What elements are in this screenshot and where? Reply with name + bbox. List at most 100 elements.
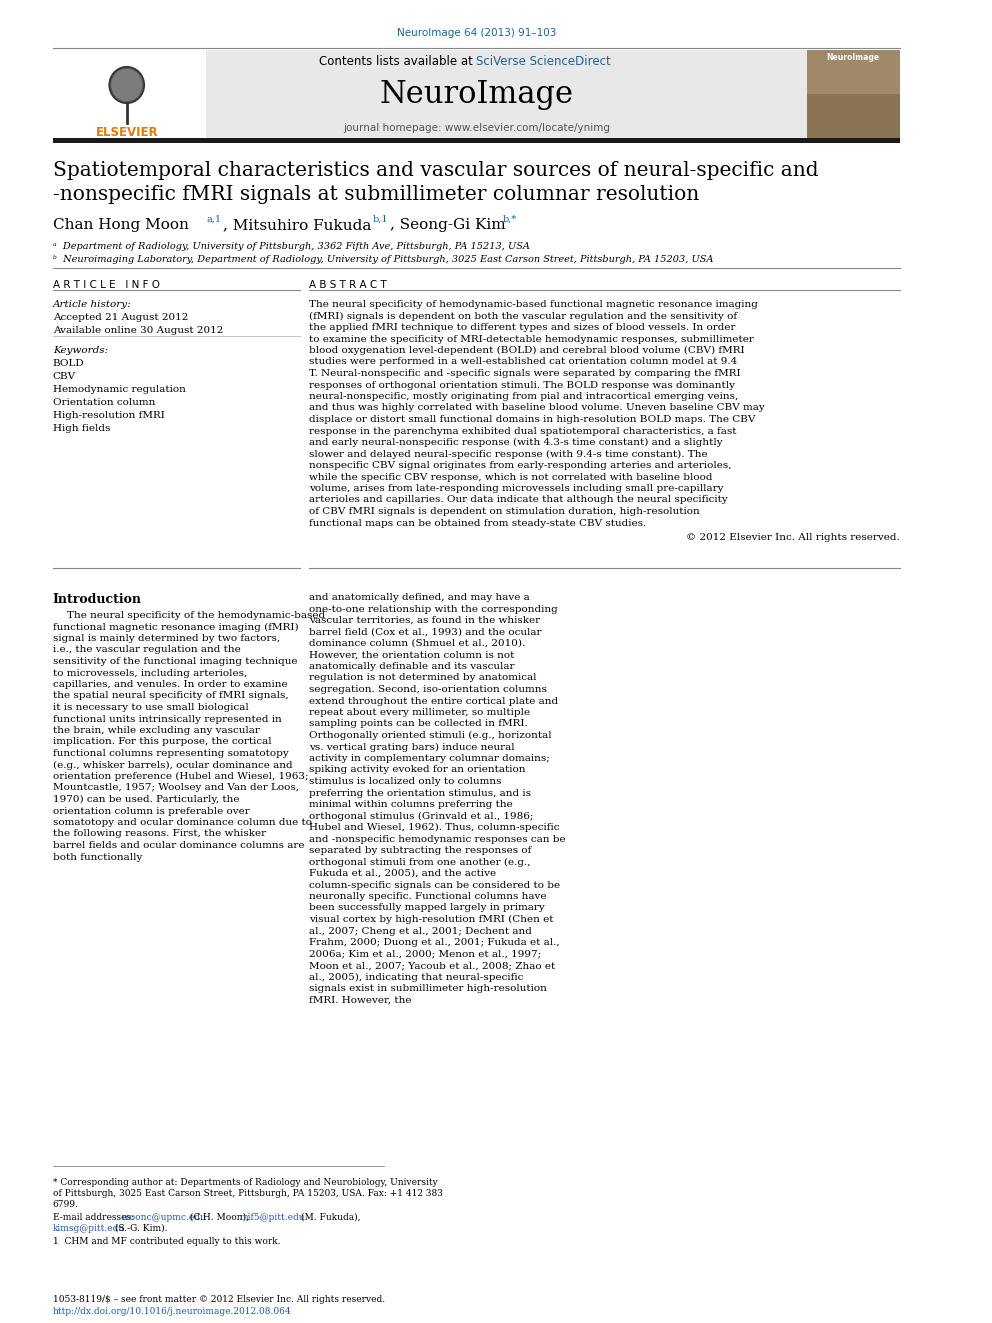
Text: orientation column is preferable over: orientation column is preferable over: [53, 807, 250, 815]
Text: responses of orthogonal orientation stimuli. The BOLD response was dominantly: responses of orthogonal orientation stim…: [310, 381, 735, 389]
Text: signal is mainly determined by two factors,: signal is mainly determined by two facto…: [53, 634, 280, 643]
Text: it is necessary to use small biological: it is necessary to use small biological: [53, 703, 249, 712]
Text: and early neural-nonspecific response (with 4.3-s time constant) and a slightly: and early neural-nonspecific response (w…: [310, 438, 723, 447]
Text: ᵃ  Department of Radiology, University of Pittsburgh, 3362 Fifth Ave, Pittsburgh: ᵃ Department of Radiology, University of…: [53, 242, 530, 251]
Text: (e.g., whisker barrels), ocular dominance and: (e.g., whisker barrels), ocular dominanc…: [53, 761, 293, 770]
Text: functional columns representing somatotopy: functional columns representing somatoto…: [53, 749, 289, 758]
Text: segregation. Second, iso-orientation columns: segregation. Second, iso-orientation col…: [310, 685, 547, 695]
Text: The neural specificity of hemodynamic-based functional magnetic resonance imagin: The neural specificity of hemodynamic-ba…: [310, 300, 758, 310]
Text: Accepted 21 August 2012: Accepted 21 August 2012: [53, 314, 188, 321]
Bar: [53, 138, 900, 143]
Text: -nonspecific fMRI signals at submillimeter columnar resolution: -nonspecific fMRI signals at submillimet…: [53, 185, 699, 204]
Text: blood oxygenation level-dependent (BOLD) and cerebral blood volume (CBV) fMRI: blood oxygenation level-dependent (BOLD)…: [310, 347, 745, 355]
Text: Article history:: Article history:: [53, 300, 131, 310]
Text: volume, arises from late-responding microvessels including small pre-capillary: volume, arises from late-responding micr…: [310, 484, 724, 493]
Text: of CBV fMRI signals is dependent on stimulation duration, high-resolution: of CBV fMRI signals is dependent on stim…: [310, 507, 700, 516]
Text: of Pittsburgh, 3025 East Carson Street, Pittsburgh, PA 15203, USA. Fax: +1 412 3: of Pittsburgh, 3025 East Carson Street, …: [53, 1189, 442, 1199]
Text: neural-nonspecific, mostly originating from pial and intracortical emerging vein: neural-nonspecific, mostly originating f…: [310, 392, 738, 401]
Text: NeuroImage: NeuroImage: [379, 79, 573, 110]
Text: Contents lists available at: Contents lists available at: [318, 56, 476, 67]
Text: somatotopy and ocular dominance column due to: somatotopy and ocular dominance column d…: [53, 818, 311, 827]
Text: fMRI. However, the: fMRI. However, the: [310, 995, 412, 1004]
Text: i.e., the vascular regulation and the: i.e., the vascular regulation and the: [53, 646, 241, 655]
Text: functional maps can be obtained from steady-state CBV studies.: functional maps can be obtained from ste…: [310, 519, 647, 528]
Text: extend throughout the entire cortical plate and: extend throughout the entire cortical pl…: [310, 696, 558, 705]
Text: Keywords:: Keywords:: [53, 347, 108, 355]
Text: The neural specificity of the hemodynamic-based: The neural specificity of the hemodynami…: [67, 611, 325, 620]
Text: nonspecific CBV signal originates from early-responding arteries and arterioles,: nonspecific CBV signal originates from e…: [310, 460, 732, 470]
Text: the following reasons. First, the whisker: the following reasons. First, the whiske…: [53, 830, 266, 839]
Text: E-mail addresses:: E-mail addresses:: [53, 1213, 137, 1222]
Text: Orthogonally oriented stimuli (e.g., horizontal: Orthogonally oriented stimuli (e.g., hor…: [310, 732, 552, 740]
Text: to microvessels, including arterioles,: to microvessels, including arterioles,: [53, 668, 247, 677]
Text: High-resolution fMRI: High-resolution fMRI: [53, 411, 165, 419]
Text: and thus was highly correlated with baseline blood volume. Uneven baseline CBV m: and thus was highly correlated with base…: [310, 404, 765, 413]
Text: barrel field (Cox et al., 1993) and the ocular: barrel field (Cox et al., 1993) and the …: [310, 627, 542, 636]
Text: b,*: b,*: [503, 216, 518, 224]
Text: spiking activity evoked for an orientation: spiking activity evoked for an orientati…: [310, 766, 526, 774]
Text: arterioles and capillaries. Our data indicate that although the neural specifici: arterioles and capillaries. Our data ind…: [310, 496, 728, 504]
Text: Hemodynamic regulation: Hemodynamic regulation: [53, 385, 186, 394]
Text: been successfully mapped largely in primary: been successfully mapped largely in prim…: [310, 904, 545, 913]
Text: Fukuda et al., 2005), and the active: Fukuda et al., 2005), and the active: [310, 869, 496, 878]
Text: High fields: High fields: [53, 423, 110, 433]
Text: 1970) can be used. Particularly, the: 1970) can be used. Particularly, the: [53, 795, 239, 804]
Text: al., 2007; Cheng et al., 2001; Dechent and: al., 2007; Cheng et al., 2001; Dechent a…: [310, 926, 532, 935]
Text: both functionally: both functionally: [53, 852, 142, 861]
Text: displace or distort small functional domains in high-resolution BOLD maps. The C: displace or distort small functional dom…: [310, 415, 756, 423]
Text: © 2012 Elsevier Inc. All rights reserved.: © 2012 Elsevier Inc. All rights reserved…: [686, 533, 900, 542]
Text: a,1: a,1: [206, 216, 221, 224]
Text: vs. vertical grating bars) induce neural: vs. vertical grating bars) induce neural: [310, 742, 515, 751]
Text: Chan Hong Moon: Chan Hong Moon: [53, 218, 193, 232]
Text: However, the orientation column is not: However, the orientation column is not: [310, 651, 515, 659]
Text: Introduction: Introduction: [53, 593, 142, 606]
Text: ELSEVIER: ELSEVIER: [95, 126, 158, 139]
Text: T. Neural-nonspecific and -specific signals were separated by comparing the fMRI: T. Neural-nonspecific and -specific sign…: [310, 369, 741, 378]
Text: studies were performed in a well-established cat orientation column model at 9.4: studies were performed in a well-establi…: [310, 357, 737, 366]
Text: anatomically definable and its vascular: anatomically definable and its vascular: [310, 662, 515, 671]
Text: preferring the orientation stimulus, and is: preferring the orientation stimulus, and…: [310, 789, 531, 798]
Text: regulation is not determined by anatomical: regulation is not determined by anatomic…: [310, 673, 537, 683]
Text: response in the parenchyma exhibited dual spatiotemporal characteristics, a fast: response in the parenchyma exhibited dua…: [310, 426, 737, 435]
Text: Mountcastle, 1957; Woolsey and Van der Loos,: Mountcastle, 1957; Woolsey and Van der L…: [53, 783, 299, 792]
Text: , Mitsuhiro Fukuda: , Mitsuhiro Fukuda: [223, 218, 376, 232]
Text: (fMRI) signals is dependent on both the vascular regulation and the sensitivity : (fMRI) signals is dependent on both the …: [310, 311, 737, 320]
Bar: [53, 50, 900, 138]
Text: functional units intrinsically represented in: functional units intrinsically represent…: [53, 714, 282, 724]
Text: SciVerse ScienceDirect: SciVerse ScienceDirect: [476, 56, 611, 67]
Text: Frahm, 2000; Duong et al., 2001; Fukuda et al.,: Frahm, 2000; Duong et al., 2001; Fukuda …: [310, 938, 559, 947]
Text: Spatiotemporal characteristics and vascular sources of neural-specific and: Spatiotemporal characteristics and vascu…: [53, 161, 818, 180]
Text: b,1: b,1: [373, 216, 388, 224]
Text: journal homepage: www.elsevier.com/locate/ynimg: journal homepage: www.elsevier.com/locat…: [343, 123, 610, 134]
Text: capillaries, and venules. In order to examine: capillaries, and venules. In order to ex…: [53, 680, 288, 689]
Text: and anatomically defined, and may have a: and anatomically defined, and may have a: [310, 593, 530, 602]
Text: signals exist in submillimeter high-resolution: signals exist in submillimeter high-reso…: [310, 984, 547, 994]
Text: orthogonal stimulus (Grinvald et al., 1986;: orthogonal stimulus (Grinvald et al., 19…: [310, 811, 534, 820]
Text: stimulus is localized only to columns: stimulus is localized only to columns: [310, 777, 502, 786]
Text: functional magnetic resonance imaging (fMRI): functional magnetic resonance imaging (f…: [53, 623, 299, 631]
Text: Available online 30 August 2012: Available online 30 August 2012: [53, 325, 223, 335]
Text: the applied fMRI technique to different types and sizes of blood vessels. In ord: the applied fMRI technique to different …: [310, 323, 736, 332]
Text: dominance column (Shmuel et al., 2010).: dominance column (Shmuel et al., 2010).: [310, 639, 526, 648]
Text: ᵇ  Neuroimaging Laboratory, Department of Radiology, University of Pittsburgh, 3: ᵇ Neuroimaging Laboratory, Department of…: [53, 255, 713, 265]
Text: NeuroImage: NeuroImage: [826, 53, 879, 62]
Text: 6799.: 6799.: [53, 1200, 78, 1209]
Text: 1053-8119/$ – see front matter © 2012 Elsevier Inc. All rights reserved.: 1053-8119/$ – see front matter © 2012 El…: [53, 1295, 385, 1304]
Text: http://dx.doi.org/10.1016/j.neuroimage.2012.08.064: http://dx.doi.org/10.1016/j.neuroimage.2…: [53, 1307, 292, 1316]
Text: A B S T R A C T: A B S T R A C T: [310, 280, 387, 290]
Text: the brain, while excluding any vascular: the brain, while excluding any vascular: [53, 726, 260, 736]
Text: repeat about every millimeter, so multiple: repeat about every millimeter, so multip…: [310, 708, 531, 717]
Text: A R T I C L E   I N F O: A R T I C L E I N F O: [53, 280, 160, 290]
Text: Orientation column: Orientation column: [53, 398, 155, 407]
Text: al., 2005), indicating that neural-specific: al., 2005), indicating that neural-speci…: [310, 972, 524, 982]
Text: BOLD: BOLD: [53, 359, 84, 368]
Text: Hubel and Wiesel, 1962). Thus, column-specific: Hubel and Wiesel, 1962). Thus, column-sp…: [310, 823, 559, 832]
Text: (M. Fukuda),: (M. Fukuda),: [298, 1213, 360, 1222]
Text: separated by subtracting the responses of: separated by subtracting the responses o…: [310, 845, 532, 855]
Text: 2006a; Kim et al., 2000; Menon et al., 1997;: 2006a; Kim et al., 2000; Menon et al., 1…: [310, 950, 542, 958]
Text: NeuroImage 64 (2013) 91–103: NeuroImage 64 (2013) 91–103: [397, 28, 556, 38]
Text: orthogonal stimuli from one another (e.g.,: orthogonal stimuli from one another (e.g…: [310, 857, 531, 867]
Text: moonc@upmc.edu: moonc@upmc.edu: [122, 1213, 206, 1222]
Bar: [53, 50, 206, 138]
Text: orientation preference (Hubel and Wiesel, 1963;: orientation preference (Hubel and Wiesel…: [53, 773, 309, 781]
